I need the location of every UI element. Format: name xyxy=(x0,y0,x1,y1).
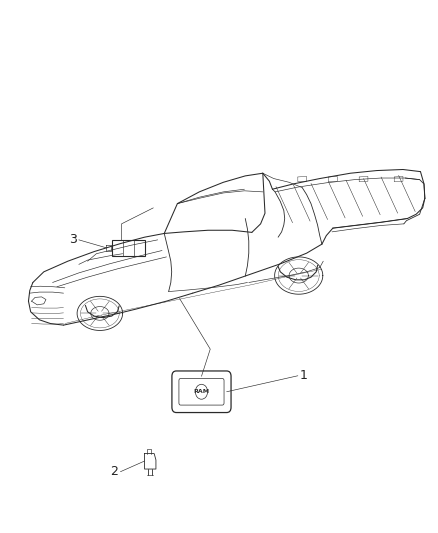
Bar xyxy=(112,240,145,256)
Text: 1: 1 xyxy=(300,369,308,382)
Text: 2: 2 xyxy=(110,465,118,478)
Text: 3: 3 xyxy=(69,233,77,246)
Text: RAM: RAM xyxy=(194,389,209,394)
